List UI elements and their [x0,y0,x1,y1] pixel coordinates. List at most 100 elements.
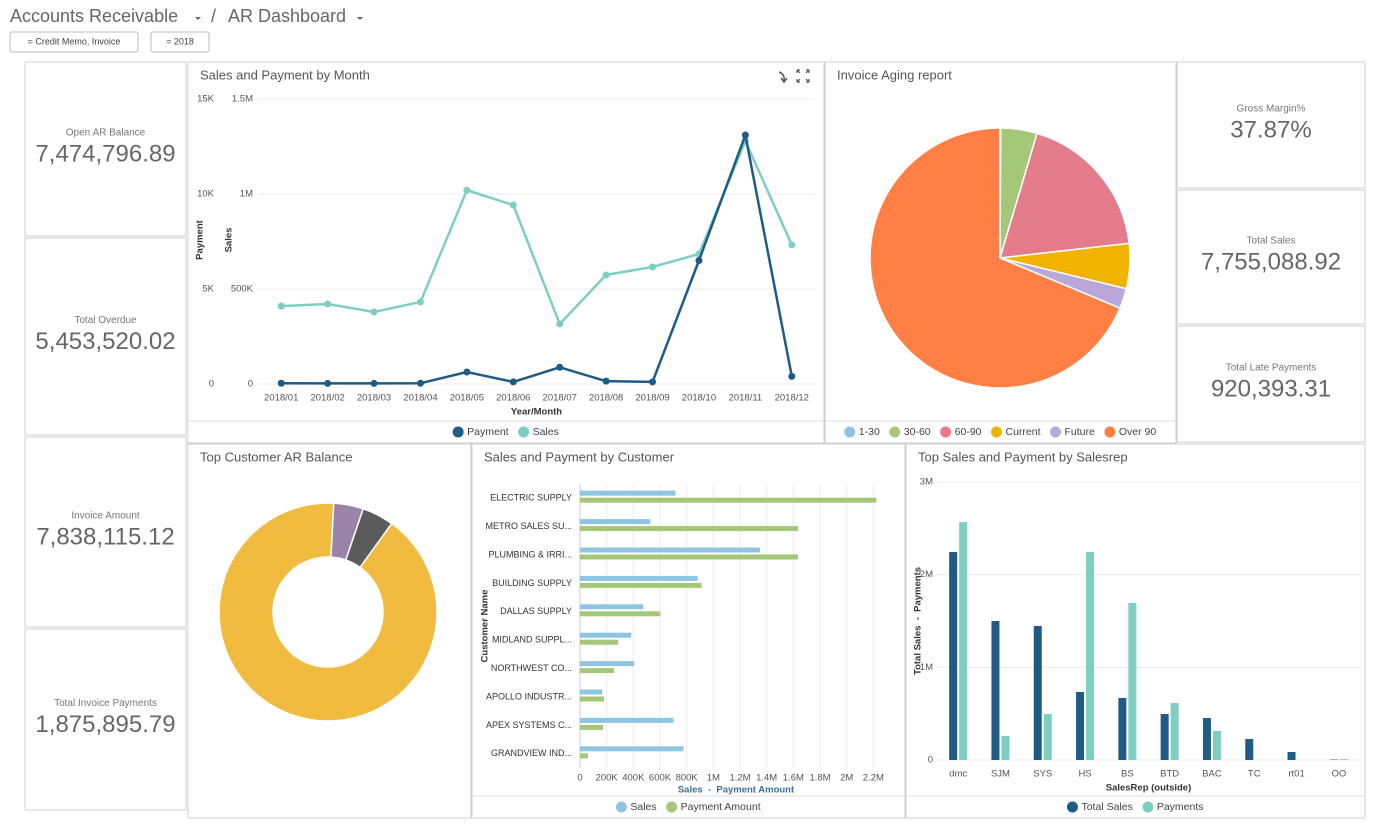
data-point [556,363,564,371]
bar [580,632,632,638]
drill-icon[interactable] [778,71,788,84]
kpi-value: 7,474,796.89 [35,140,175,167]
kpi-value: 5,453,520.02 [35,328,175,355]
data-point [416,298,424,306]
filter-label[interactable]: = Credit Memo, Invoice [28,36,121,46]
x-tick-label: 2018/02 [310,393,344,404]
kpi-tile [24,436,187,628]
y-tick-label: PLUMBING & IRRI... [488,549,572,559]
x-tick-label: 2018/10 [682,393,716,404]
breadcrumb[interactable]: AR Dashboard [228,6,346,26]
legend: Sales Payment Amount [615,801,761,813]
x-tick-label: 2018/07 [543,393,577,404]
kpi-tile [24,628,187,811]
data-point [509,201,517,209]
pie-slice [869,127,1121,389]
y2-tick-label: 1M [240,189,253,200]
bar [1339,759,1348,760]
bar [1086,552,1095,760]
legend-swatch [889,426,901,438]
data-point [649,263,657,271]
bar [580,526,798,532]
chart-title: Sales and Payment by Customer [484,449,675,464]
x-tick-label: 2018/01 [264,393,298,404]
kpi-value: 1,875,895.79 [35,711,175,738]
data-point [556,320,564,328]
x-tick-label: 800K [676,773,699,784]
x-axis-label: SalesRep (outside) [1106,783,1192,794]
data-point [370,308,378,316]
bar [1033,626,1042,760]
y-tick-label: GRANDVIEW IND... [491,748,572,758]
kpi-label: Gross Margin% [1237,104,1306,115]
x-tick-label: HS [1078,769,1091,780]
bar [1170,703,1179,760]
filter-label[interactable]: = 2018 [166,36,194,46]
legend-label: 1-30 [859,426,880,438]
bar [580,696,605,702]
bar [1076,691,1085,760]
data-point [370,379,378,387]
kpi-label: Total Sales [1247,236,1296,247]
kpi-label: Total Late Payments [1226,363,1317,374]
pie-slice [218,502,438,722]
legend-label: Sales [533,426,559,438]
kpi-tile [1176,325,1366,443]
bar [1212,730,1221,760]
y-tick-label: 15K [197,94,215,105]
x-tick-label: 1M [707,773,720,784]
bar [1118,698,1127,760]
series-line [281,130,794,385]
legend: 1-30 30-60 60-90 Current Future Over 90 [844,426,1156,438]
bar [1287,752,1296,760]
y-tick-label: APEX SYSTEMS C... [486,720,572,730]
legend-swatch [452,426,464,438]
x-tick-label: dmc [949,769,967,780]
bar [580,689,603,695]
y-tick-label: METRO SALES SU... [485,521,572,531]
x-tick-label: 2018/08 [589,393,623,404]
bar [1128,603,1137,760]
x-axis-label: Year/Month [511,407,562,418]
kpi-label: Total Overdue [74,315,137,326]
x-tick-label: 0 [577,773,582,784]
kpi-label: Total Invoice Payments [54,698,157,709]
bar [580,639,619,645]
x-tick-label: BTD [1160,769,1179,780]
bar [580,604,644,610]
chart-panel [471,443,906,819]
kpi-value: 7,755,088.92 [1201,248,1341,275]
data-point [788,372,796,380]
bar [580,519,651,525]
x-tick-label: 2M [840,773,853,784]
bar [1202,718,1211,760]
dropdown-caret[interactable] [195,17,201,20]
y-tick-label: 3M [920,477,933,488]
data-point [741,131,749,139]
kpi-label: Open AR Balance [66,128,146,139]
x-tick-label: 400K [622,773,645,784]
bar [580,497,877,503]
kpi-value: 920,393.31 [1211,375,1331,402]
breadcrumb[interactable]: Accounts Receivable [10,6,178,26]
y-tick-label: 0 [928,755,933,766]
kpi-tile [24,237,187,436]
legend-label: Over 90 [1119,426,1157,438]
bar [959,522,968,760]
legend-swatch [1104,426,1116,438]
filter-chip[interactable] [150,31,210,53]
bar [580,575,698,581]
filter-chip[interactable] [9,31,139,53]
bar [580,724,604,730]
bar [580,582,702,588]
x-tick-label: 2018/09 [635,393,669,404]
data-point [509,378,517,386]
dropdown-caret[interactable] [357,17,363,20]
x-tick-label: 1.2M [729,773,750,784]
y-tick-label: NORTHWEST CO... [491,663,572,673]
kpi-tile [1176,189,1366,325]
expand-icon[interactable] [796,69,810,83]
x-tick-label: 600K [649,773,672,784]
y-axis-label: Total Sales - Payments [913,567,924,675]
legend-label: Payment Amount [681,801,761,813]
